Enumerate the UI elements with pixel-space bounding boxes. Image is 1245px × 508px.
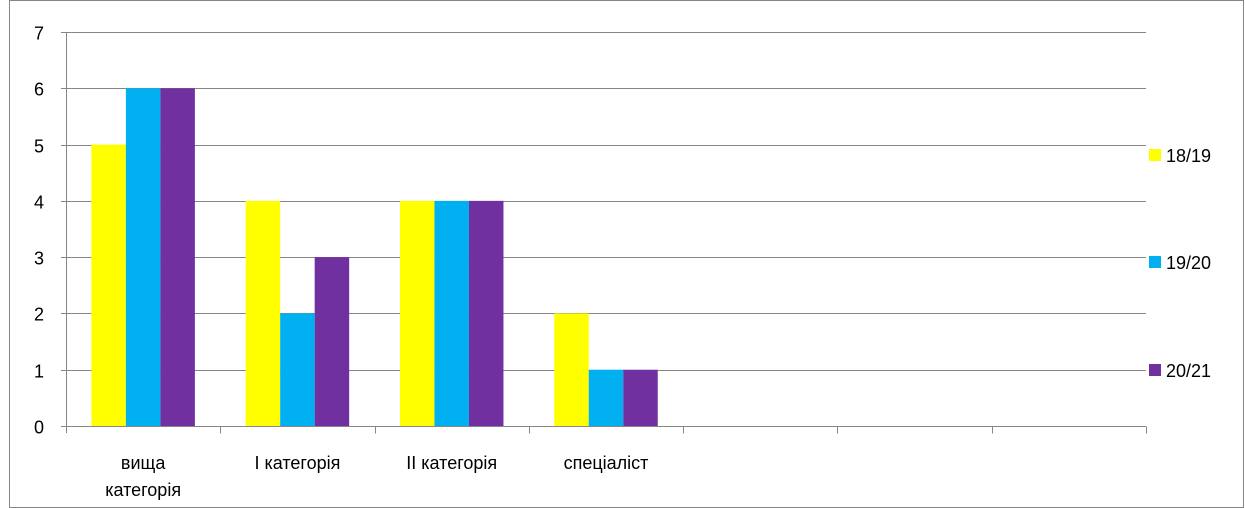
legend-swatch	[1149, 149, 1161, 161]
y-tick-label: 1	[34, 362, 44, 382]
bar	[245, 200, 281, 426]
y-tick-label: 4	[34, 193, 44, 213]
bar	[91, 144, 126, 427]
bar	[314, 257, 350, 426]
axes	[61, 32, 1147, 434]
bar	[280, 313, 315, 426]
y-tick-label: 7	[34, 24, 44, 44]
legend-label: 20/21	[1166, 361, 1211, 381]
bar	[468, 200, 504, 426]
y-tick-label: 3	[34, 249, 44, 269]
bar	[125, 88, 161, 427]
y-tick-label: 5	[34, 137, 44, 157]
bar	[160, 88, 195, 427]
x-category-label: І категорія	[254, 453, 340, 473]
x-category-label: спеціаліст	[564, 453, 649, 473]
y-tick-label: 6	[34, 80, 44, 100]
x-category-label: вища	[121, 453, 166, 473]
legend: 18/19 19/20 20/21	[1149, 146, 1211, 381]
y-tick-label: 2	[34, 305, 44, 325]
legend-label: 18/19	[1166, 146, 1211, 166]
bar	[434, 200, 469, 426]
legend-label: 19/20	[1166, 253, 1211, 273]
bar	[623, 369, 658, 426]
x-category-label: ІІ категорія	[406, 453, 497, 473]
bars	[91, 88, 658, 427]
legend-swatch	[1149, 364, 1161, 376]
labels: 0 1 2 3 4 5 6 7 вища категорія І категорія ІІ катег…	[34, 24, 648, 501]
x-category-label: категорія	[105, 480, 181, 500]
bar	[399, 200, 435, 426]
y-tick-label: 0	[34, 418, 44, 438]
bar	[554, 313, 589, 426]
legend-swatch	[1149, 256, 1161, 268]
bar	[588, 369, 624, 426]
